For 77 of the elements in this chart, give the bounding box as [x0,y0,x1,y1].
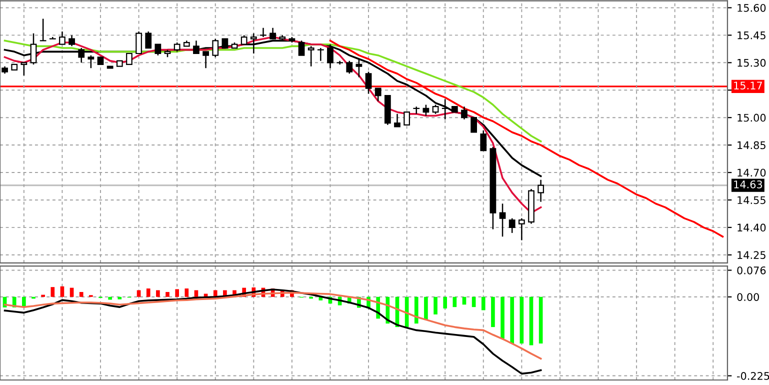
candlestick [518,218,525,241]
candlestick [154,44,162,56]
line-series [4,292,542,360]
bar [79,292,84,297]
bar [472,296,476,308]
bar [166,292,170,297]
bar [481,296,486,310]
candlestick [202,51,209,69]
bar [452,296,457,308]
candlestick [260,27,266,38]
line-series [4,40,542,142]
bar [136,290,141,297]
candlestick [49,36,56,40]
bar [60,286,64,297]
candlestick [480,130,487,152]
candlestick [346,60,353,74]
candlestick [538,179,544,202]
candlestick [327,44,334,69]
y-tick-label: 14.40 [738,224,766,232]
bar [424,296,428,320]
candlestick [20,62,28,76]
candlestick [374,88,382,102]
candlestick [126,52,132,66]
candlestick [59,30,66,45]
candlestick [317,47,324,62]
y-tick-label: -0.225 [737,372,769,380]
bar [491,296,495,328]
y-tick-label: 14.70 [738,168,766,177]
candlestick [145,30,152,49]
candlestick [432,104,439,115]
candlestick [442,98,448,120]
y-tick-label: 14.85 [738,141,766,150]
candlestick [174,42,180,52]
ref-line-label: 15.17 [734,82,762,90]
candlestick [78,47,85,64]
candlestick [365,71,372,94]
candlestick [470,117,478,133]
y-tick-label: 15.30 [738,58,766,67]
candlestick [499,203,506,238]
bar [184,288,189,297]
y-tick-label: 14.55 [738,196,766,204]
bar [108,296,112,300]
bar [434,296,438,314]
candlestick [88,54,94,69]
y-tick-label: 15.00 [738,114,766,122]
y-tick-label: 0.00 [737,293,760,301]
candlestick [308,46,314,67]
bar [175,289,179,297]
bar [500,296,504,339]
candlestick [461,106,468,120]
y-tick-label: 15.60 [738,4,766,12]
candlestick [68,34,75,47]
candlestick [508,218,516,234]
bar [156,290,160,297]
candlestick [404,112,410,126]
bar [529,296,534,346]
bar [510,296,514,344]
bar [50,287,55,297]
bar [146,288,150,297]
ref-line-label: 14.63 [734,180,762,188]
bar [194,290,198,297]
candlestick [394,113,400,128]
bar [70,288,74,297]
line-series [4,288,542,375]
bar [443,296,448,308]
y-tick-label: 0.076 [737,266,766,274]
candlestick [40,18,46,42]
bar [118,296,122,300]
bar [538,296,543,344]
y-tick-label: 15.45 [738,32,766,40]
candlestick [422,104,430,116]
candlestick [136,30,142,54]
bar [520,296,524,344]
candlestick [356,58,362,78]
y-tick-label: 14.25 [738,251,766,260]
bar [414,296,418,324]
candlestick [298,40,305,56]
